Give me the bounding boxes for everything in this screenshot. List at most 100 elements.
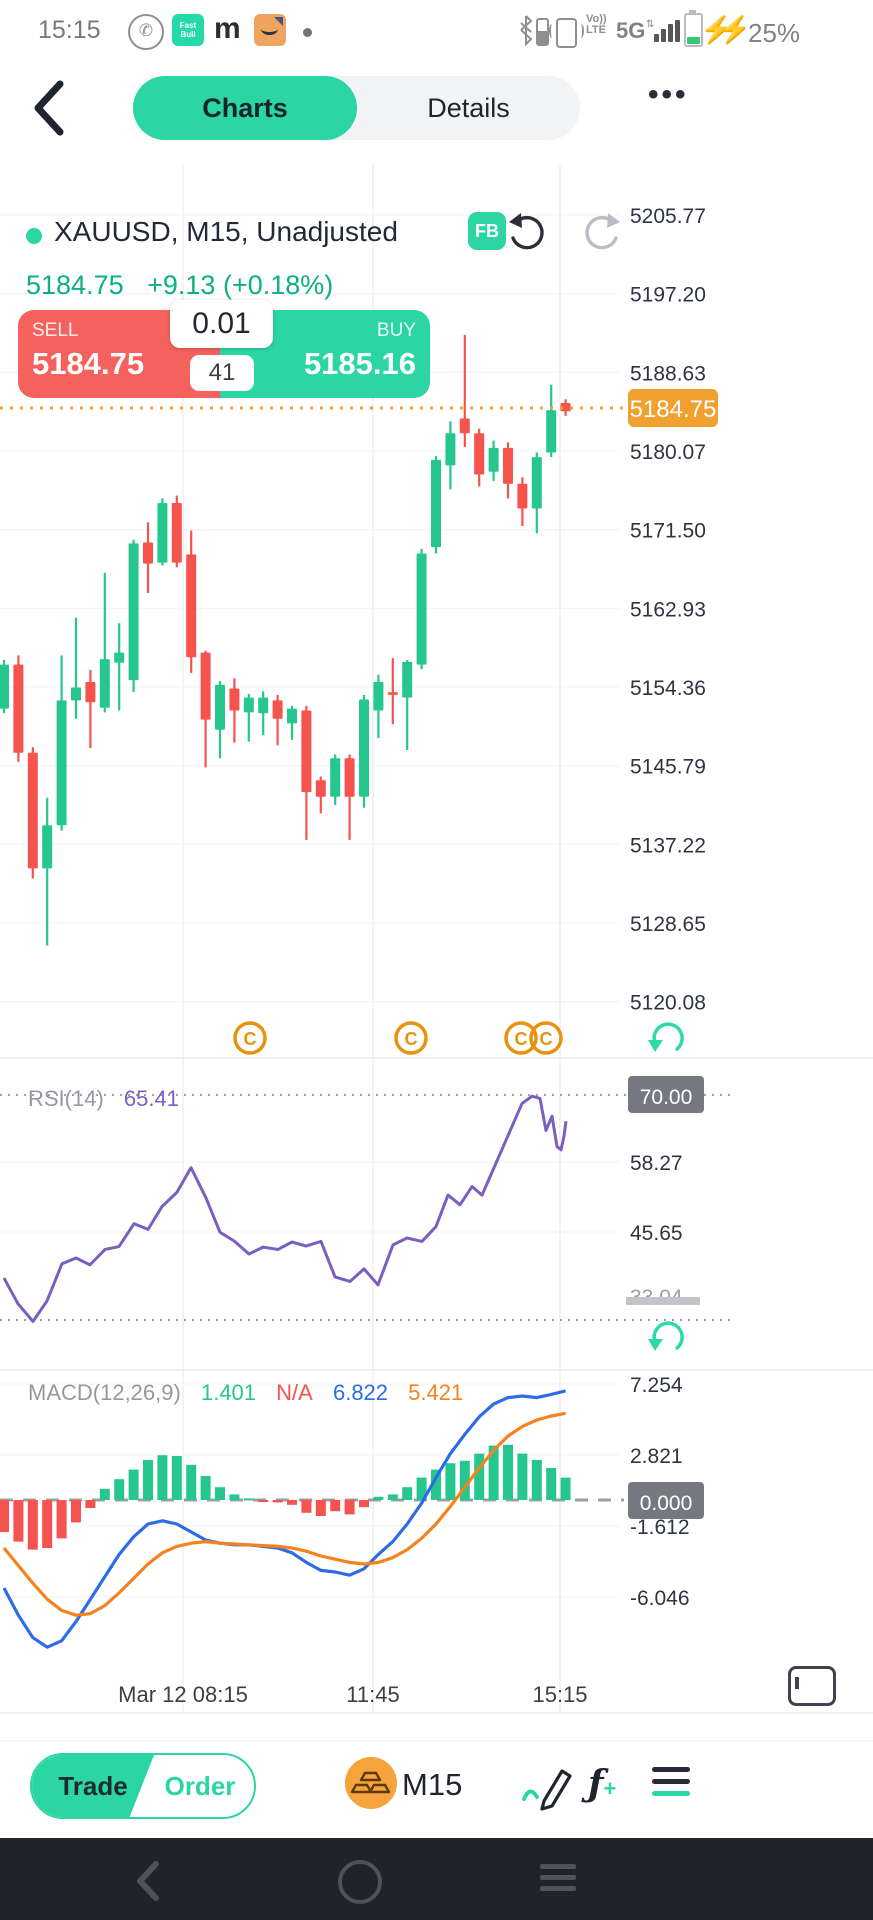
candle	[56, 655, 67, 831]
macd-line-value: 6.822	[332, 1380, 389, 1405]
rsi-header[interactable]: RSI(14) 65.41	[28, 1086, 179, 1112]
svg-text:C: C	[244, 1029, 257, 1049]
macd-histogram-bar	[56, 1500, 67, 1539]
macd-histogram-bar	[215, 1487, 225, 1500]
gold-symbol-icon[interactable]	[345, 1757, 397, 1809]
undo-icon[interactable]	[505, 212, 551, 256]
status-clock: 15:15	[38, 16, 101, 44]
candle	[459, 335, 470, 448]
current-price-badge	[628, 389, 718, 427]
battery-icon	[684, 10, 703, 47]
svg-text:C: C	[405, 1029, 418, 1049]
time-axis-tick: 15:15	[532, 1682, 588, 1707]
price-axis-tick: 5137.22	[630, 834, 706, 857]
rsi-70-badge	[628, 1076, 704, 1113]
redo-icon[interactable]	[578, 212, 624, 256]
candle	[200, 650, 211, 768]
chart-canvas[interactable]: 5205.77 5197.20 5188.63 5180.07 5171.50 5162.…	[0, 0, 873, 1740]
macd-histogram-bar	[344, 1500, 355, 1515]
candle	[171, 495, 182, 568]
copyright-watermark-icon: C	[529, 1021, 563, 1055]
indicator-add-icon[interactable]: ƒ+	[588, 1763, 617, 1805]
trade-button[interactable]: Trade	[32, 1755, 154, 1817]
tab-charts[interactable]: Charts	[133, 76, 357, 140]
macd-histogram-bar	[99, 1488, 110, 1500]
macd-histogram-bar	[229, 1494, 240, 1500]
macd-histogram-bar	[128, 1469, 139, 1500]
android-recents-icon[interactable]	[540, 1864, 576, 1897]
copyright-watermark-icon: C	[233, 1021, 267, 1055]
candle	[128, 539, 139, 693]
fastbull-app-icon: Fast Bull	[172, 14, 204, 46]
macd-histogram-bar	[416, 1477, 427, 1500]
spread-value: 41	[190, 355, 254, 391]
vibrate-icon	[549, 18, 584, 48]
drawing-tool-icon[interactable]	[518, 1759, 576, 1815]
macd-header[interactable]: MACD(12,26,9) 1.401 N/A 6.822 5.421	[28, 1380, 463, 1406]
candle	[301, 705, 312, 840]
macd-histogram-bar	[0, 1500, 9, 1532]
signal-strength-icon: ⇅	[646, 20, 680, 42]
candle	[258, 691, 269, 736]
chart-menu-icon[interactable]	[652, 1767, 690, 1803]
more-menu-icon[interactable]: •••	[648, 78, 689, 111]
macd-zero-badge	[628, 1482, 704, 1519]
price-axis-tick: 5128.65	[630, 913, 706, 936]
fullscreen-toggle-icon[interactable]	[788, 1666, 836, 1706]
f-label-main: ƒ	[588, 1763, 604, 1805]
tab-details[interactable]: Details	[427, 93, 510, 123]
rsi-axis-tick: 45.65	[630, 1222, 683, 1245]
macd-histogram-bar	[315, 1500, 326, 1516]
candle	[0, 659, 9, 714]
rsi-line	[2, 1094, 568, 1324]
time-axis-tick: 11:45	[346, 1682, 400, 1707]
price-axis-tick: 5154.36	[630, 677, 706, 700]
candle	[186, 530, 197, 673]
macd-line	[2, 1389, 566, 1649]
sell-label: SELL	[32, 320, 79, 341]
android-nav-bar	[0, 1838, 873, 1920]
rsi-70-badge-label: 70.00	[640, 1086, 693, 1109]
macd-histogram-bar	[402, 1487, 413, 1500]
android-home-icon[interactable]	[338, 1860, 382, 1904]
candle	[402, 659, 413, 750]
sell-price: 5184.75	[32, 346, 145, 381]
rsi-label: RSI(14)	[28, 1086, 104, 1111]
android-back-icon[interactable]	[130, 1858, 166, 1904]
macd-histogram-bar	[445, 1463, 456, 1500]
symbol-status-dot	[26, 228, 42, 244]
current-price-badge-label: 5184.75	[630, 396, 717, 423]
rsi-value: 65.41	[123, 1086, 179, 1111]
price-axis-tick: 5120.08	[630, 992, 706, 1015]
macd-histogram-bar	[517, 1453, 528, 1500]
symbol-title[interactable]: XAUUSD, M15, Unadjusted	[54, 216, 398, 247]
macd-histogram-bar	[171, 1456, 182, 1500]
candle	[431, 456, 441, 554]
back-icon[interactable]	[28, 78, 72, 138]
candle	[287, 705, 297, 740]
macd-axis-tick: 2.821	[630, 1445, 683, 1468]
macd-histogram-bar	[258, 1500, 269, 1502]
candle	[387, 658, 398, 725]
macd-histogram-bar	[143, 1460, 153, 1500]
notification-dot-icon	[303, 28, 312, 37]
buy-price: 5185.16	[303, 346, 416, 381]
price-axis-tick: 5205.77	[630, 205, 706, 228]
macd-signal-value: 5.421	[408, 1380, 464, 1405]
macd-histogram-bar	[373, 1496, 384, 1500]
refresh-icon[interactable]	[648, 1022, 684, 1052]
buy-label: BUY	[376, 320, 416, 341]
candle	[99, 572, 110, 713]
status-bar: 15:15 ✆ Fast Bull m Vo)) LTE 5G ⇅ ⚡⚡ 25%	[0, 0, 873, 64]
candle	[517, 477, 528, 526]
refresh-icon[interactable]	[648, 1321, 684, 1351]
sell-button[interactable]: SELL 5184.75	[18, 310, 220, 398]
macd-histogram-bar	[560, 1477, 571, 1500]
timeframe-button[interactable]: M15	[402, 1767, 463, 1802]
lot-size-field[interactable]: 0.01	[170, 300, 273, 348]
last-price-row: 5184.75 +9.13 (+0.18%)	[26, 270, 333, 301]
order-button[interactable]: Order	[164, 1771, 236, 1801]
candle	[13, 655, 24, 762]
price-axis-tick: 5145.79	[630, 756, 706, 779]
